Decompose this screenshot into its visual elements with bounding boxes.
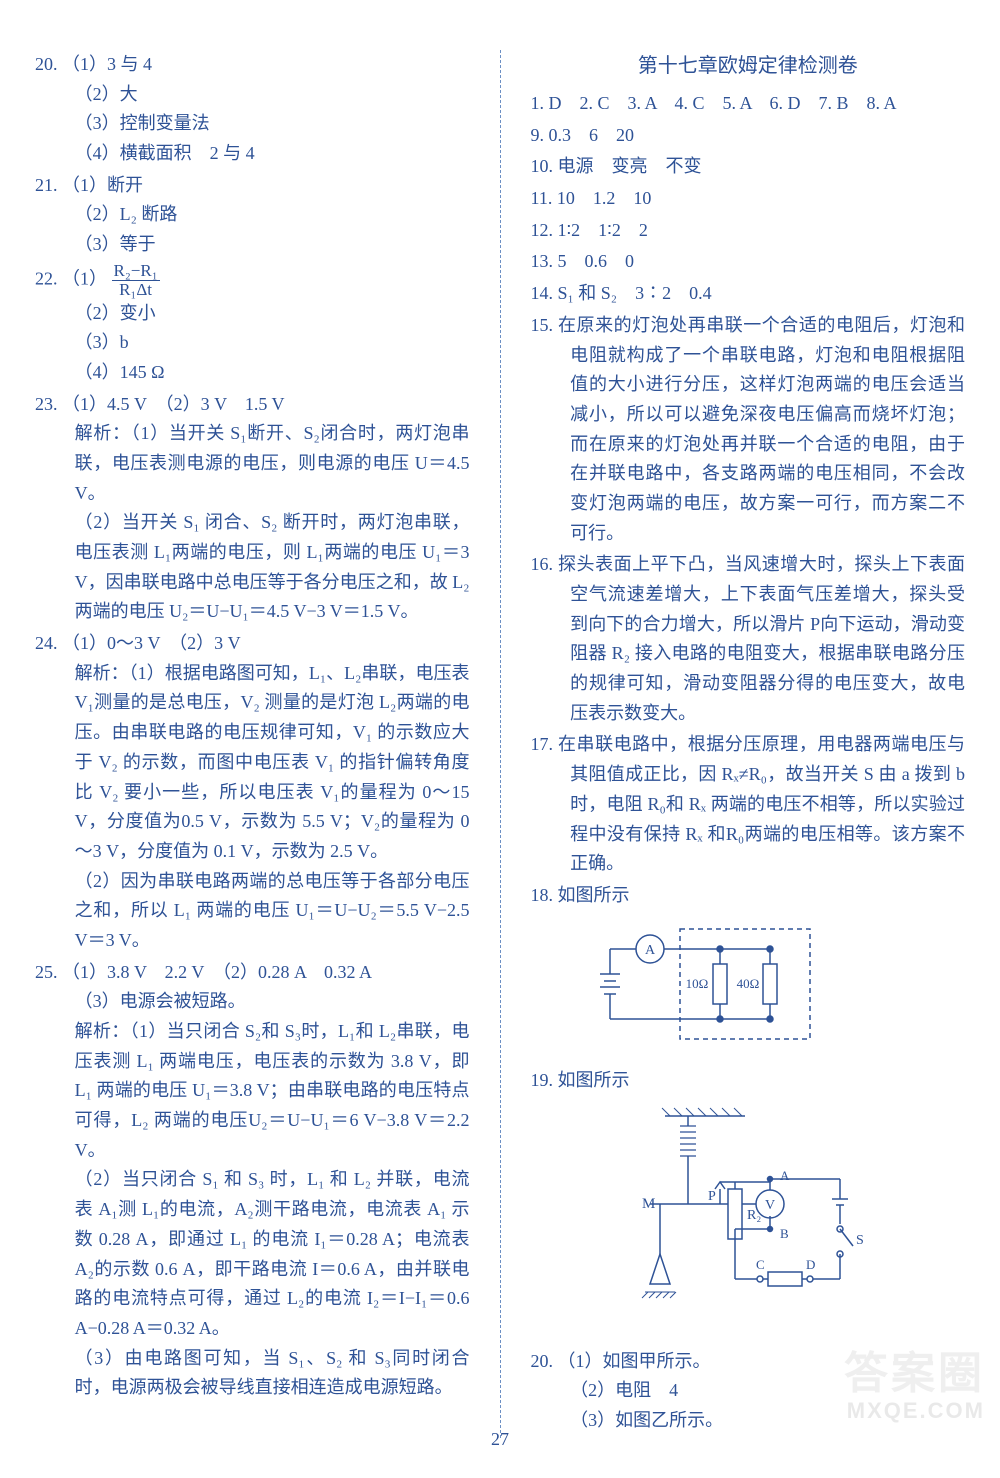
label-M: M: [642, 1196, 655, 1212]
q18-figure: A 10Ω 40Ω: [570, 919, 965, 1059]
q-exp: （2）当开关 S₁ 闭合、S₂ 断开时，两灯泡串联，电压表测 L₁两端的电压，则…: [35, 508, 470, 627]
page-number: 27: [0, 1425, 1000, 1455]
q-num: 20.: [531, 1351, 554, 1371]
q11: 11. 10 1.2 10: [531, 184, 966, 214]
q-text: 在串联电路中，根据分压原理，用电器两端电压与其阻值成正比，因 Rₓ≠R₀，故当开…: [558, 734, 965, 873]
q-text: 探头表面上平下凸，当风速增大时，探头上下表面空气流速差增大，上下表面气压差增大，…: [558, 554, 965, 722]
label-D: D: [806, 1257, 815, 1272]
q-text: 如图所示: [558, 1070, 630, 1090]
q10: 10. 电源 变亮 不变: [531, 152, 966, 182]
q-exp: 解析：（1）根据电路图可知，L₁、L₂串联，电压表 V₁测量的是总电压，V₂ 测…: [35, 659, 470, 867]
q-text: （1）3 与 4: [62, 54, 152, 74]
q-text: （1）3.8 V 2.2 V （2）0.28 A 0.32 A: [62, 962, 372, 982]
fraction: R₂−R₁ R₁Δt: [112, 262, 160, 299]
circuit-svg-19: M P R₂ V A B C D S: [570, 1104, 890, 1329]
r2-label: 40Ω: [737, 976, 760, 991]
q-sub: （2）大: [35, 80, 470, 110]
q-num: 24.: [35, 633, 58, 653]
label-V: V: [765, 1198, 775, 1213]
q-num: 16.: [531, 554, 554, 574]
circuit-svg-18: A 10Ω 40Ω: [570, 919, 820, 1049]
q-exp: 解析：（1）当开关 S₁断开、S₂闭合时，两灯泡串联，电压表测电源的电压，则电源…: [35, 419, 470, 508]
label-B: B: [780, 1226, 789, 1241]
q-text: （1）断开: [62, 175, 143, 195]
q-text: （1）: [62, 268, 107, 288]
watermark-line1: 答案圈: [844, 1350, 985, 1398]
q-exp: （2）因为串联电路两端的总电压等于各部分电压之和，所以 L₁ 两端的电压 U₁＝…: [35, 867, 470, 956]
q-sub: （4）横截面积 2 与 4: [35, 139, 470, 169]
fraction-den: R₁Δt: [112, 281, 160, 299]
q-num: 17.: [531, 734, 554, 754]
q-num: 25.: [35, 962, 58, 982]
q-num: 22.: [35, 268, 58, 288]
q24: 24. （1）0～3 V （2）3 V 解析：（1）根据电路图可知，L₁、L₂串…: [35, 629, 470, 956]
q-exp: 解析：（1）当只闭合 S₂和 S₃时，L₁和 L₂串联，电压表测 L₁ 两端电压…: [35, 1017, 470, 1165]
q-num: 23.: [35, 394, 58, 414]
q-sub: （3）等于: [35, 230, 470, 260]
label-S: S: [856, 1233, 864, 1248]
q-exp: （2）当只闭合 S₁ 和 S₃ 时，L₁ 和 L₂ 并联，电流表 A₁测 L₁的…: [35, 1165, 470, 1343]
q-text: 在原来的灯泡处再串联一个合适的电阻后，灯泡和电阻就构成了一个串联电路，灯泡和电阻…: [558, 315, 965, 543]
q19: 19. 如图所示: [531, 1066, 966, 1096]
q9: 9. 0.3 6 20: [531, 121, 966, 151]
column-divider: [500, 50, 501, 1438]
q23: 23. （1）4.5 V （2）3 V 1.5 V 解析：（1）当开关 S₁断开…: [35, 390, 470, 628]
label-P: P: [708, 1189, 716, 1204]
q12: 12. 1∶2 1∶2 2: [531, 216, 966, 246]
q-sub: （3）b: [35, 328, 470, 358]
q-sub: （2）变小: [35, 299, 470, 329]
q-text: 如图所示: [558, 885, 630, 905]
q1-8: 1. D 2. C 3. A 4. C 5. A 6. D 7. B 8. A: [531, 89, 966, 119]
q16: 16. 探头表面上平下凸，当风速增大时，探头上下表面空气流速差增大，上下表面气压…: [531, 550, 966, 728]
q19-figure: M P R₂ V A B C D S: [570, 1104, 965, 1339]
q-text: （1）4.5 V （2）3 V 1.5 V: [62, 394, 285, 414]
q17: 17. 在串联电路中，根据分压原理，用电器两端电压与其阻值成正比，因 Rₓ≠R₀…: [531, 730, 966, 878]
q15: 15. 在原来的灯泡处再串联一个合适的电阻后，灯泡和电阻就构成了一个串联电路，灯…: [531, 311, 966, 549]
q20: 20. （1）3 与 4 （2）大 （3）控制变量法 （4）横截面积 2 与 4: [35, 50, 470, 169]
q-num: 21.: [35, 175, 58, 195]
q18: 18. 如图所示: [531, 881, 966, 911]
right-column: 第十七章欧姆定律检测卷 1. D 2. C 3. A 4. C 5. A 6. …: [531, 50, 966, 1438]
watermark: 答案圈 MXQE.COM: [844, 1350, 985, 1423]
q13: 13. 5 0.6 0: [531, 247, 966, 277]
q-num: 18.: [531, 885, 554, 905]
q22: 22. （1） R₂−R₁ R₁Δt （2）变小 （3）b （4）145 Ω: [35, 262, 470, 388]
left-column: 20. （1）3 与 4 （2）大 （3）控制变量法 （4）横截面积 2 与 4…: [35, 50, 470, 1438]
q-num: 19.: [531, 1070, 554, 1090]
q14: 14. S₁ 和 S₂ 3∶2 0.4: [531, 279, 966, 309]
q-sub: （4）145 Ω: [35, 358, 470, 388]
q-text: （1）0～3 V （2）3 V: [62, 633, 241, 653]
q21: 21. （1）断开 （2）L₂ 断路 （3）等于: [35, 171, 470, 260]
q-sub: （3）控制变量法: [35, 109, 470, 139]
q-exp: （3）由电路图可知，当 S₁、S₂ 和 S₃同时闭合时，电源两极会被导线直接相连…: [35, 1344, 470, 1403]
watermark-line2: MXQE.COM: [844, 1399, 985, 1423]
q-sub: （2）L₂ 断路: [35, 200, 470, 230]
q-num: 20.: [35, 54, 58, 74]
label-C: C: [756, 1257, 765, 1272]
chapter-title: 第十七章欧姆定律检测卷: [531, 50, 966, 83]
q25: 25. （1）3.8 V 2.2 V （2）0.28 A 0.32 A （3）电…: [35, 958, 470, 1403]
fraction-num: R₂−R₁: [112, 262, 160, 281]
q-num: 15.: [531, 315, 554, 335]
label-R2: R₂: [747, 1208, 761, 1223]
r1-label: 10Ω: [686, 976, 709, 991]
q-sub: （3）电源会被短路。: [35, 987, 470, 1017]
ammeter-label: A: [645, 943, 656, 958]
q-text: （1）如图甲所示。: [558, 1351, 711, 1371]
label-A: A: [780, 1168, 790, 1183]
